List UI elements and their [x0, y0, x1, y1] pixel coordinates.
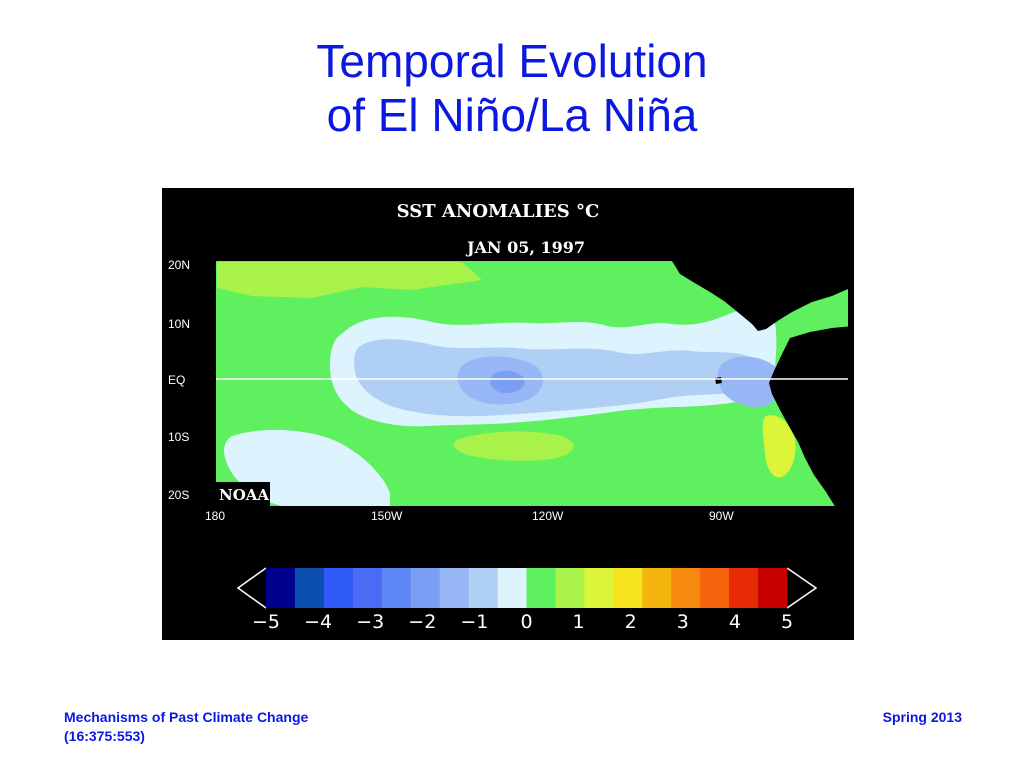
sst-map-graphic: SST ANOMALIES °C JAN 05, 1997 NOAA 20N 1… — [162, 188, 854, 640]
lon-label: 180 — [205, 509, 225, 523]
south-america-land — [769, 326, 854, 508]
colorbar-cell — [294, 568, 325, 608]
map-title: SST ANOMALIES °C — [397, 201, 600, 222]
colorbar-cell — [584, 568, 614, 608]
slide-title: Temporal Evolution of El Niño/La Niña — [0, 34, 1024, 142]
colorbar-cell — [497, 568, 527, 608]
colorbar-tick-label: 4 — [729, 611, 741, 633]
colorbar-tick-labels: −5 −4 −3 −2 −1 0 1 2 3 4 5 — [252, 611, 793, 633]
course-title: Mechanisms of Past Climate Change — [64, 709, 309, 725]
colorbar-cell — [352, 568, 383, 608]
north-warm-patch — [217, 262, 482, 298]
colorbar-tick-label: 0 — [520, 611, 532, 633]
lon-label: 120W — [532, 509, 564, 523]
west-cold-tongue — [354, 339, 757, 417]
colorbar-cell — [323, 568, 354, 608]
colorbar-cell — [729, 568, 759, 608]
colorbar-cells — [266, 568, 788, 608]
lat-label: 20S — [168, 488, 189, 502]
coastal-cold-anomaly — [717, 356, 783, 408]
colorbar-tick-label: −5 — [252, 611, 280, 633]
colorbar-right-arrow — [786, 567, 818, 609]
footer-term: Spring 2013 — [882, 709, 962, 725]
lon-label: 90W — [709, 509, 734, 523]
colorbar-cell — [526, 568, 556, 608]
colorbar-tick-label: −3 — [356, 611, 384, 633]
colorbar-tick-label: −4 — [304, 611, 332, 633]
colorbar-cell — [758, 568, 788, 608]
lat-label: 10S — [168, 430, 189, 444]
colorbar-cell — [439, 568, 469, 608]
colorbar-cell — [555, 568, 585, 608]
colorbar-cell — [671, 568, 701, 608]
colorbar-tick-label: 5 — [781, 611, 793, 633]
slide-title-line-1: Temporal Evolution — [316, 35, 708, 87]
footer-course: Mechanisms of Past Climate Change (16:37… — [64, 708, 308, 746]
colorbar-tick-label: 3 — [677, 611, 689, 633]
colorbar-cell — [381, 568, 412, 608]
slide-title-line-2: of El Niño/La Niña — [326, 89, 698, 141]
colorbar-tick-label: 2 — [625, 611, 637, 633]
colorbar-cell — [642, 568, 672, 608]
lon-label: 150W — [371, 509, 403, 523]
lat-label: 10N — [168, 317, 190, 331]
peru-warm-patch — [762, 415, 796, 478]
land-masses — [672, 261, 854, 508]
colorbar-tick-label: −1 — [460, 611, 488, 633]
south-warm-patch — [453, 431, 574, 461]
colorbar-cell — [613, 568, 643, 608]
colorbar-cell — [410, 568, 440, 608]
colorbar-cell — [468, 568, 498, 608]
peak-cold-anomaly — [490, 370, 525, 393]
colorbar-cell — [266, 568, 296, 608]
lat-label: EQ — [168, 373, 185, 387]
central-america-land — [672, 261, 848, 331]
map-date: JAN 05, 1997 — [465, 238, 585, 257]
colorbar: −5 −4 −3 −2 −1 0 1 2 3 4 5 — [236, 567, 818, 633]
course-number: (16:375:553) — [64, 728, 145, 744]
colorbar-tick-label: −2 — [408, 611, 436, 633]
colorbar-left-arrow — [236, 567, 267, 609]
colorbar-cell — [700, 568, 730, 608]
galapagos-islands — [715, 377, 722, 384]
sst-anomaly-map: SST ANOMALIES °C JAN 05, 1997 NOAA 20N 1… — [162, 188, 854, 640]
lat-label: 20N — [168, 258, 190, 272]
credit-box — [214, 482, 270, 506]
colorbar-tick-label: 1 — [573, 611, 585, 633]
credit-label: NOAA — [219, 486, 269, 504]
